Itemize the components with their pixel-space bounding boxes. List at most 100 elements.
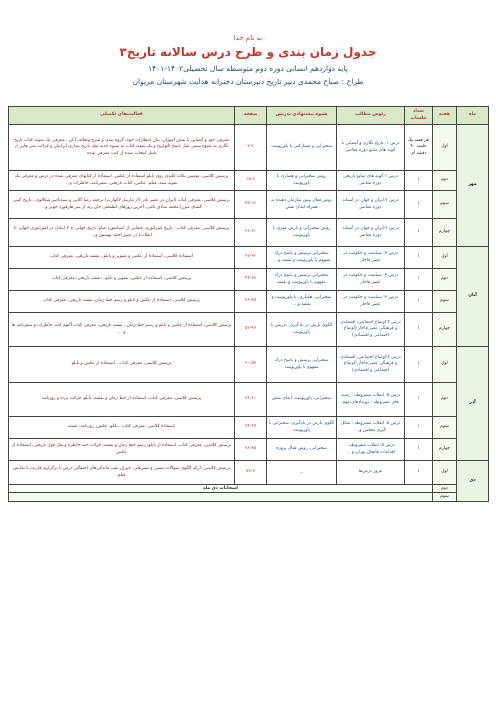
week-cell: اول xyxy=(432,460,457,485)
month-cell: آبان xyxy=(456,246,489,347)
week-cell: سوم xyxy=(432,190,457,219)
activities-cell: استفاده کلاسی، استفاده از عکس و تصویر و … xyxy=(8,246,235,269)
header-pages: صفحه xyxy=(234,106,267,125)
week-cell: دوم xyxy=(432,382,457,417)
lesson-cell: مرور درس‌ها xyxy=(336,460,405,485)
table-row: چهارم ۱ درس ۲:ایران و جهان در آستانه دوره … xyxy=(8,218,489,247)
pages-cell: ۷۴-۶۹ xyxy=(234,416,267,439)
week-cell: دوم xyxy=(432,268,457,291)
pages-cell: ۷۸-۷۵ xyxy=(234,438,267,461)
pages-cell: ۶۰-۵۳ xyxy=(234,346,267,383)
activities-cell: پرسش کلاسی، نوشتن نکات کلیدی روی تابلو ا… xyxy=(8,170,235,191)
table-row: سوم ۱ درس ۵: انقلاب مشروطه : شکل گیری مجلس… xyxy=(8,416,489,439)
pages-cell: ۴۶-۴۵ xyxy=(234,290,267,313)
table-row: سوم ۱ درس ۲:ایران و جهان در آستانه دوره مع… xyxy=(8,190,489,219)
basmala: به نام خدا xyxy=(233,34,263,42)
lesson-cell: درس ۱:گونه های منابع تاریخی دوره معاصر xyxy=(336,170,405,191)
sessions-cell: هر هفته یک جلسه ۹۰ دقیقه ای xyxy=(404,124,433,171)
header-lesson: رئوس مطالب xyxy=(336,106,405,125)
table-row: آبان اول ۱ درس ۳: سیاست و حکومت در عصر قاجا… xyxy=(8,246,489,347)
pages-cell: ۲۶-۳۱ xyxy=(234,218,267,247)
document-subtitle: پایه دوازدهم انسانی دوره دوم متوسطه سال … xyxy=(148,64,348,73)
table-header-row: ماه هفته تعداد جلسات رئوس مطالب شیوه پیش… xyxy=(8,106,489,125)
lesson-plan-table: ماه هفته تعداد جلسات رئوس مطالب شیوه پیش… xyxy=(8,106,489,503)
table-row: سوم xyxy=(8,492,489,503)
sessions-cell: ۱ xyxy=(404,438,433,461)
table-row: دوم ۱ درس ۱:گونه های منابع تاریخی دوره معا… xyxy=(8,170,489,191)
pages-cell: ۷۸-۲ xyxy=(234,460,267,485)
header-week: هفته xyxy=(432,106,457,125)
lesson-cell: درس ۲:ایران و جهان در آستانه دوره معاصر xyxy=(336,218,405,247)
sessions-cell: ۱ xyxy=(404,190,433,219)
header-method: شیوه پیشنهادی تدریس xyxy=(266,106,337,125)
method-cell: سخنرانی، همیاری، با پاورپوینت و نقشه و .… xyxy=(266,290,337,313)
week-cell: اول xyxy=(432,346,457,383)
activities-cell: پرسش کلاسی، معرفی کتاب ، استفاده از عکس … xyxy=(8,346,235,383)
week-cell: چهارم xyxy=(432,312,457,347)
pages-cell: ۵۲-۴۷ xyxy=(234,312,267,347)
method-cell: سخنرانی، پاورپوینت، ایفای نقش xyxy=(266,382,337,417)
lesson-cell: درس ۳: سیاست و حکومت در عصر قاجار xyxy=(336,268,405,291)
pages-cell: ۱۵-۸ xyxy=(234,170,267,191)
sessions-cell: ۱ xyxy=(404,416,433,439)
designer-line: طراح : صباح محمدی دبیر تاریخ دبیرستان دخ… xyxy=(132,77,364,86)
sessions-cell: ۱ xyxy=(404,312,433,347)
final-exam-cell: امتحانات دی ماه xyxy=(8,483,433,494)
method-cell: الگوی بارش در یادگیری، سخنرانی با پاورپو… xyxy=(266,416,337,439)
table-row: آذر اول ۱ درس ۴:اوضاع اجتماعی، اقتصادی و فر… xyxy=(8,346,489,461)
sessions-cell: ۱ xyxy=(404,246,433,269)
table-row: سوم ۱ درس ۳: سیاست و حکومت در عصر قاجار سخن… xyxy=(8,290,489,313)
lesson-cell: درس ۵: انقلاب مشروطه : اقدامات فاتحان ته… xyxy=(336,438,405,461)
method-cell: سخنرانی پرسش و پاسخ درک مفهوم با پاورپوی… xyxy=(266,268,337,291)
week-cell: چهارم xyxy=(432,218,457,247)
table-row: دوم ۱ درس ۳: سیاست و حکومت در عصر قاجار سخن… xyxy=(8,268,489,291)
empty-cell xyxy=(8,492,433,503)
lesson-cell: درس ۴:اوضاع اجتماعی، اقتصادی و فرهنگی عص… xyxy=(336,346,405,383)
activities-cell: پرسش کلاسی، استفاده از عکس، تصویر و تابل… xyxy=(8,268,235,291)
week-cell: سوم xyxy=(432,492,457,503)
sessions-cell: ۱ xyxy=(404,218,433,247)
method-cell: _ xyxy=(266,460,337,485)
method-cell: روش فعال پیش سازمان دهنده به همراه ایفای… xyxy=(266,190,337,219)
pages-cell: ۶۸-۶۱ xyxy=(234,382,267,417)
method-cell: الگوی بارش در یادگیری، تدریس با پاورپوین… xyxy=(266,312,337,347)
header-sessions: تعداد جلسات xyxy=(404,106,433,125)
month-cell: آذر xyxy=(456,346,489,461)
method-cell: سخنرانی پرسش و پاسخ درک مفهوم با پاورپوی… xyxy=(266,246,337,269)
lesson-cell: درس ۵: انقلاب مشروطه : زمینه های مشروطه … xyxy=(336,382,405,417)
week-cell: سوم xyxy=(432,416,457,439)
week-cell: سوم xyxy=(432,290,457,313)
week-cell: دوم xyxy=(432,483,457,494)
week-cell: اول xyxy=(432,246,457,269)
lesson-cell: درس ۳: سیاست و حکومت در عصر قاجار xyxy=(336,246,405,269)
week-cell: اول xyxy=(432,124,457,171)
pages-cell: ۷-۲ xyxy=(234,124,267,171)
activities-cell: پرسش کلاسی، معرفی کتاب : تاریخ امپراتوری… xyxy=(8,218,235,247)
week-cell: چهارم xyxy=(432,438,457,461)
activities-cell: پرسش کلاسی، معرفی کتاب، استفاده از تابلو… xyxy=(8,438,235,461)
pages-cell: ۳۷-۳۲ xyxy=(234,246,267,269)
table-row: مهر اول هر هفته یک جلسه ۹۰ دقیقه ای درس ۱: … xyxy=(8,124,489,247)
document-title: جدول زمان بندی و طرح درس سالانه تاریخ۳ xyxy=(119,45,377,59)
activities-cell: پرسش کلاسی، معرفی کتاب (ایران در عصر ناد… xyxy=(8,190,235,219)
method-cell: سخنرانی پرسش و پاسخ درک مفهوم با پاورپوی… xyxy=(266,346,337,383)
sessions-cell: ۱ xyxy=(404,170,433,191)
table-row: دوم ۱ درس ۵: انقلاب مشروطه : زمینه های مشر… xyxy=(8,382,489,417)
sessions-cell: ۱ xyxy=(404,382,433,417)
month-cell: مهر xyxy=(456,124,489,247)
sessions-cell: ۱ xyxy=(404,346,433,383)
table-row: دوم امتحانات دی ماه xyxy=(8,483,489,494)
sessions-cell: ۱ xyxy=(404,460,433,485)
lesson-cell: درس ۵: انقلاب مشروطه : شکل گیری مجلس و..… xyxy=(336,416,405,439)
lesson-cell: درس ۲:ایران و جهان در آستانه دوره معاصر xyxy=(336,190,405,219)
method-cell: روش سخنرانی و همیاری با پاورپوینت xyxy=(266,170,337,191)
table-row: چهارم ۱ درس ۴:اوضاع اجتماعی، اقتصادی و فره… xyxy=(8,312,489,347)
activities-cell: پرسش کلاسی، ارائه الگوی سوالات تستی و تش… xyxy=(8,460,235,485)
table-row: چهارم ۱ درس ۵: انقلاب مشروطه : اقدامات فات… xyxy=(8,438,489,461)
sessions-cell: ۱ xyxy=(404,268,433,291)
lesson-cell: درس ۳: سیاست و حکومت در عصر قاجار xyxy=(336,290,405,313)
sessions-cell: ۱ xyxy=(404,290,433,313)
method-cell: روش سخنرانی و بارش مغزی با پاورپوینت xyxy=(266,218,337,247)
method-cell: سخنرانی، روش فعال پروژه xyxy=(266,438,337,461)
